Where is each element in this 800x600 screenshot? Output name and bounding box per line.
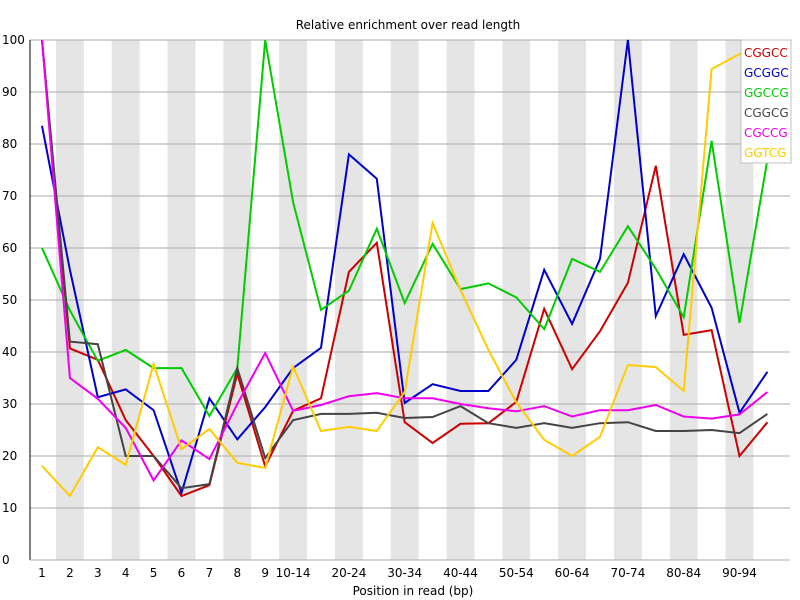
x-tick-label: 90-94: [722, 566, 757, 580]
x-tick-label: 4: [122, 566, 130, 580]
y-axis-tick-labels: 0 10 20 30 40 50 60 70 80 90 100: [2, 33, 25, 567]
x-tick-label: 2: [66, 566, 74, 580]
series-line-cgccg: [41, 39, 769, 483]
x-tick-label: 3: [94, 566, 102, 580]
x-tick-label: 30-34: [387, 566, 422, 580]
x-tick-label: 70-74: [610, 566, 645, 580]
y-tick-label: 50: [2, 293, 17, 307]
series-line-cggcc: [41, 39, 769, 498]
legend-item-cggcg: CGGCG: [744, 106, 789, 120]
series-line-ggtcg: [41, 39, 768, 498]
legend: CGGCC GCGGC GGCCG CGGCG CGCCG GGTCG: [740, 39, 792, 164]
x-tick-label: 80-84: [666, 566, 701, 580]
x-tick-label: 5: [150, 566, 158, 580]
x-axis-label: Position in read (bp): [353, 584, 474, 598]
x-tick-label: 6: [178, 566, 186, 580]
x-tick-label: 1: [38, 566, 46, 580]
x-tick-label: 40-44: [443, 566, 478, 580]
x-tick-label: 20-24: [331, 566, 366, 580]
chart-title: Relative enrichment over read length: [296, 18, 521, 32]
y-tick-label: 40: [2, 345, 17, 359]
legend-item-cgccg: CGCCG: [744, 126, 788, 140]
legend-item-gcggc: GCGGC: [744, 66, 789, 80]
x-tick-label: 9: [261, 566, 269, 580]
y-tick-label: 0: [2, 553, 10, 567]
y-tick-label: 90: [2, 85, 17, 99]
horizontal-gridlines: [30, 39, 790, 509]
x-tick-label: 8: [233, 566, 241, 580]
y-tick-label: 30: [2, 397, 17, 411]
legend-item-ggccg: GGCCG: [744, 86, 789, 100]
y-tick-label: 80: [2, 137, 17, 151]
y-tick-label: 10: [2, 501, 17, 515]
x-tick-label: 60-64: [555, 566, 590, 580]
legend-item-cggcc: CGGCC: [744, 46, 788, 60]
y-tick-label: 100: [2, 33, 25, 47]
y-tick-label: 60: [2, 241, 17, 255]
x-tick-label: 7: [206, 566, 214, 580]
y-tick-label: 20: [2, 449, 17, 463]
x-tick-label: 50-54: [499, 566, 534, 580]
y-tick-label: 70: [2, 189, 17, 203]
x-tick-label: 10-14: [276, 566, 311, 580]
legend-box: [740, 39, 792, 164]
data-series-lines: [41, 39, 769, 498]
series-line-gcggc: [41, 39, 769, 497]
x-axis-tick-labels: 1 2 3 4 5 6 7 8 9 10-14 20-24 30-34 40-44 50-54 60-64 7…: [38, 566, 757, 580]
series-line-ggccg: [41, 39, 769, 418]
legend-item-ggtcg: GGTCG: [744, 146, 786, 160]
